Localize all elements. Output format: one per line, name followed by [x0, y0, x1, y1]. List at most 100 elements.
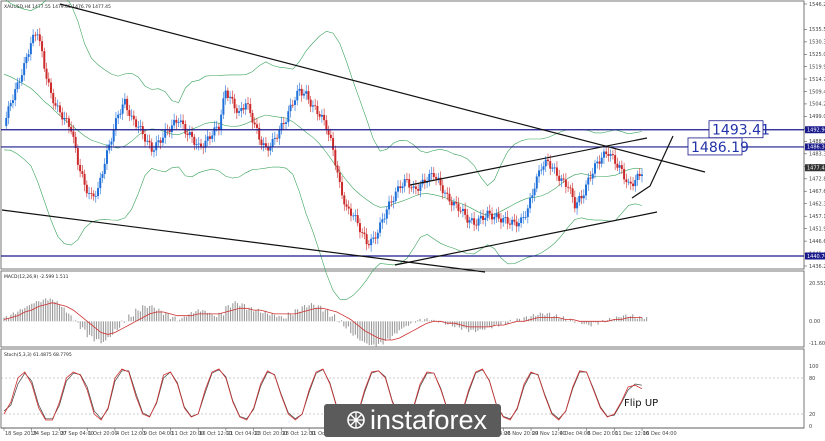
candle-body — [627, 181, 630, 183]
price-tick-label: 1519.95 — [809, 64, 825, 70]
candle-body — [522, 217, 525, 219]
candle-body — [99, 177, 102, 189]
candle-body — [419, 184, 422, 191]
candle-body — [137, 126, 140, 128]
horizontal-levels: 1492.96 1486.36 1440.70 1477.45 — [1, 126, 825, 260]
trendlines — [1, 3, 706, 273]
x-tick-label: 9 Oct 04:00 — [144, 431, 173, 437]
candle-body — [92, 193, 95, 197]
candle-body — [159, 140, 162, 143]
candle-body — [399, 186, 402, 189]
candle-body — [206, 136, 209, 141]
candle-body — [394, 191, 397, 201]
candle-body — [325, 120, 328, 130]
candle-body — [184, 124, 187, 134]
candle-body — [249, 103, 252, 114]
candle-body — [441, 185, 444, 194]
level-price-tag-label: 1486.36 — [807, 145, 825, 151]
candle-body — [238, 111, 241, 113]
candle-body — [298, 88, 301, 91]
candle-body — [114, 118, 117, 131]
candle-body — [549, 161, 552, 169]
candle-body — [41, 41, 44, 52]
candle-body — [226, 90, 229, 98]
candle-body — [242, 108, 245, 110]
candle-body — [625, 179, 628, 182]
candle-body — [155, 142, 158, 151]
candle-body — [482, 215, 485, 221]
candle-body — [45, 68, 48, 79]
candle-body — [417, 188, 420, 191]
candle-body — [56, 105, 59, 107]
stoch-header: Stoch(5,3,3) 61.4875 68.7795 — [4, 352, 72, 358]
price-header: XAUUSD,H4 1477.55 1479.05 1476.79 1477.4… — [4, 4, 111, 10]
candle-body — [345, 204, 348, 207]
price-tick-label: 1436.20 — [809, 264, 825, 270]
candle-body — [94, 196, 97, 197]
candle-body — [385, 209, 388, 219]
candle-body — [341, 181, 344, 196]
candle-body — [285, 122, 288, 124]
candle-body — [52, 92, 55, 104]
watermark-background — [324, 404, 501, 437]
candle-body — [67, 118, 70, 127]
candle-body — [63, 117, 66, 120]
candle-body — [529, 197, 532, 209]
candle-body — [553, 167, 556, 169]
candle-body — [276, 137, 279, 139]
candle-body — [336, 165, 339, 173]
candle-body — [16, 82, 19, 90]
candle-body — [555, 167, 558, 176]
candle-body — [508, 223, 511, 225]
candle-body — [280, 122, 283, 131]
candle-body — [135, 119, 138, 128]
candle-body — [437, 177, 440, 179]
macd-header: MACD(12,26,9) -2.599 1.511 — [4, 274, 69, 280]
candle-body — [376, 232, 379, 239]
price-tick-label: 1446.65 — [809, 239, 825, 245]
candle-body — [240, 108, 243, 112]
candle-body — [47, 78, 50, 83]
candle-body — [596, 161, 599, 164]
current-price-tag — [805, 164, 825, 172]
candle-body — [388, 201, 391, 210]
candle-body — [217, 126, 220, 130]
candle-body — [215, 126, 218, 128]
candle-body — [370, 238, 373, 246]
candle-body — [23, 63, 26, 76]
x-tick-label: 16 Oct 12:00 — [199, 431, 232, 437]
price-tick-label: 1462.35 — [809, 202, 825, 208]
candle-body — [352, 215, 355, 217]
lower-channel-trendline — [1, 209, 486, 273]
candle-body — [9, 103, 12, 107]
candle-body — [177, 122, 180, 123]
candle-body — [591, 173, 594, 179]
x-tick-label: 21 Oct 04:00 — [227, 431, 260, 437]
candle-body — [126, 98, 129, 111]
candle-body — [34, 34, 37, 36]
level-price-tag — [805, 126, 825, 134]
candle-body — [302, 93, 305, 96]
candle-body — [560, 178, 563, 181]
candle-body — [289, 104, 292, 112]
price-tick-label: 1451.90 — [809, 226, 825, 232]
candle-body — [410, 187, 413, 189]
candle-body — [18, 81, 21, 83]
candle-body — [372, 237, 375, 239]
price-tick-label: 1509.45 — [809, 89, 825, 95]
candle-body — [573, 197, 576, 209]
candle-body — [390, 201, 393, 203]
candle-body — [580, 195, 583, 199]
candle-body — [282, 122, 285, 124]
candle-body — [459, 210, 462, 212]
candle-body — [540, 169, 543, 171]
stoch-tick-label: 100 — [809, 364, 819, 370]
x-tick-label: 28 Oct 12:00 — [282, 431, 315, 437]
price-tick-label: 1514.70 — [809, 77, 825, 83]
candle-body — [551, 167, 554, 169]
candle-body — [258, 127, 261, 140]
candle-body — [224, 90, 227, 99]
candle-body — [609, 154, 612, 156]
candle-body — [598, 161, 601, 164]
macd-tick-label: 0.00 — [809, 319, 820, 325]
